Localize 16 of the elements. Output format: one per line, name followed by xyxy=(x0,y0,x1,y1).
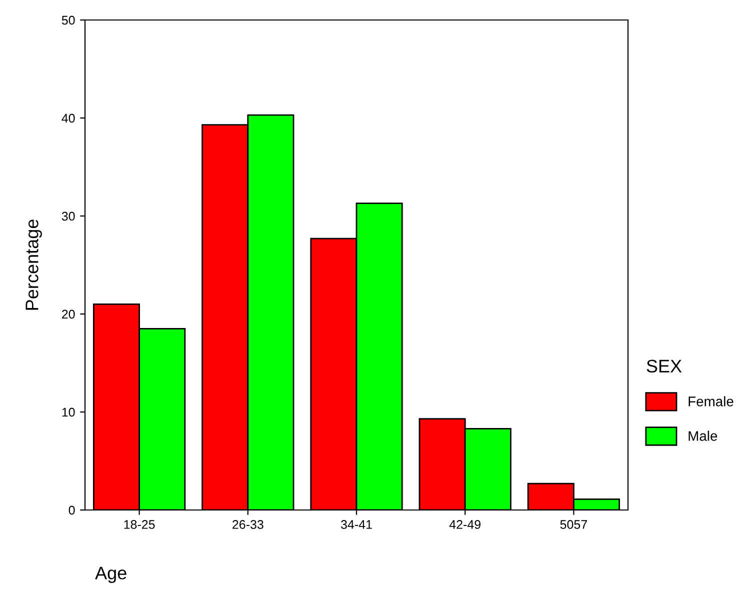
x-tick-label: 18-25 xyxy=(124,520,155,529)
y-tick-label: 0 xyxy=(68,506,75,515)
y-tick-label: 50 xyxy=(62,16,75,25)
y-tick-label: 10 xyxy=(62,408,75,417)
x-tick-label: 34-41 xyxy=(340,520,372,529)
legend-label: Female xyxy=(688,396,734,406)
y-tick-label: 20 xyxy=(62,310,75,319)
legend-label: Male xyxy=(688,430,718,441)
x-tick-label: 42-49 xyxy=(449,520,480,529)
x-tick-label: 26-33 xyxy=(232,520,264,529)
y-tick-label: 40 xyxy=(62,114,75,123)
y-axis-title: Percentage xyxy=(26,220,42,310)
x-tick-label: 5057 xyxy=(560,520,587,529)
x-axis-title: Age xyxy=(95,566,126,583)
legend-title: SEX xyxy=(646,360,682,373)
y-tick-label: 30 xyxy=(62,212,75,221)
